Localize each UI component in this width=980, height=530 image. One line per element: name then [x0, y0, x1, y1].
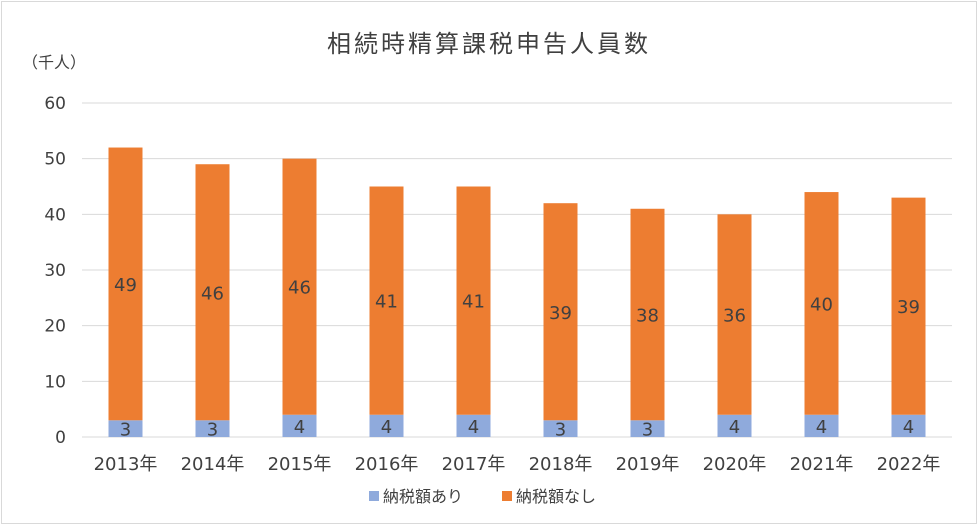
y-tick-label: 0 — [55, 428, 66, 448]
x-tick-label: 2017年 — [442, 454, 506, 475]
x-tick-label: 2018年 — [529, 454, 593, 475]
y-axis-unit-label: （千人） — [22, 53, 86, 72]
y-tick-label: 40 — [44, 205, 66, 225]
bar-value-label: 4 — [294, 417, 305, 438]
x-axis-ticks: 2013年 2014年 2015年 2016年 2017年 2018年 2019年 2020年… — [94, 454, 941, 475]
bar-no-tax-2014年 — [195, 164, 230, 421]
y-tick-label: 30 — [44, 261, 66, 281]
x-tick-label: 2019年 — [616, 454, 680, 475]
bar-tax-paid-2016年 — [369, 414, 404, 437]
bar-value-label: 46 — [288, 278, 311, 299]
bar-value-label: 39 — [897, 297, 920, 318]
bar-value-label: 3 — [555, 420, 566, 441]
bar-value-label: 4 — [729, 417, 740, 438]
x-tick-label: 2020年 — [703, 454, 767, 475]
bar-value-label: 46 — [201, 283, 224, 304]
bar-no-tax-2016年 — [369, 186, 404, 415]
bar-no-tax-2013年 — [108, 147, 143, 421]
x-tick-label: 2016年 — [355, 454, 419, 475]
bar-tax-paid-2022年 — [891, 414, 926, 437]
bar-tax-paid-2017年 — [456, 414, 491, 437]
x-tick-label: 2022年 — [877, 454, 941, 475]
legend-label: 納税額なし — [516, 487, 596, 506]
x-tick-label: 2021年 — [790, 454, 854, 475]
bar-no-tax-2017年 — [456, 186, 491, 415]
chart-title: 相続時精算課税申告人員数 — [327, 30, 651, 58]
y-tick-label: 10 — [44, 372, 66, 392]
bar-no-tax-2022年 — [891, 197, 926, 415]
bar-no-tax-2021年 — [804, 192, 839, 415]
legend: 納税額あり 納税額なし — [369, 487, 596, 506]
data-labels: 3 49 3 46 4 46 4 41 4 41 3 39 3 38 4 36 4 40 4 39 — [114, 275, 920, 441]
x-tick-label: 2014年 — [181, 454, 245, 475]
bar-value-label: 39 — [549, 303, 572, 324]
legend-swatch — [369, 491, 379, 501]
bar-value-label: 4 — [381, 417, 392, 438]
x-tick-label: 2015年 — [268, 454, 332, 475]
bar-no-tax-2015年 — [282, 158, 317, 415]
bar-tax-paid-2019年 — [630, 420, 665, 437]
legend-swatch — [502, 491, 512, 501]
bar-no-tax-2020年 — [717, 214, 752, 415]
bar-tax-paid-2015年 — [282, 414, 317, 437]
bar-value-label: 3 — [207, 420, 218, 441]
y-tick-label: 50 — [44, 150, 66, 170]
bar-value-label: 40 — [810, 294, 833, 315]
legend-label: 納税額あり — [383, 487, 463, 506]
bars — [108, 147, 926, 437]
bar-value-label: 41 — [462, 292, 485, 313]
bar-tax-paid-2020年 — [717, 414, 752, 437]
bar-value-label: 4 — [468, 417, 479, 438]
x-tick-label: 2013年 — [94, 454, 158, 475]
bar-tax-paid-2013年 — [108, 420, 143, 437]
bar-value-label: 3 — [120, 420, 131, 441]
bar-value-label: 49 — [114, 275, 137, 296]
y-axis-ticks: 0 10 20 30 40 50 60 — [44, 94, 66, 448]
bar-tax-paid-2014年 — [195, 420, 230, 437]
bar-value-label: 38 — [636, 306, 659, 327]
y-tick-label: 60 — [44, 94, 66, 114]
y-tick-label: 20 — [44, 317, 66, 337]
bar-no-tax-2019年 — [630, 208, 665, 421]
bar-value-label: 3 — [642, 420, 653, 441]
bar-value-label: 36 — [723, 306, 746, 327]
bar-tax-paid-2018年 — [543, 420, 578, 437]
bar-no-tax-2018年 — [543, 203, 578, 421]
bar-value-label: 41 — [375, 292, 398, 313]
bar-tax-paid-2021年 — [804, 414, 839, 437]
bar-value-label: 4 — [816, 417, 827, 438]
bar-value-label: 4 — [903, 417, 914, 438]
